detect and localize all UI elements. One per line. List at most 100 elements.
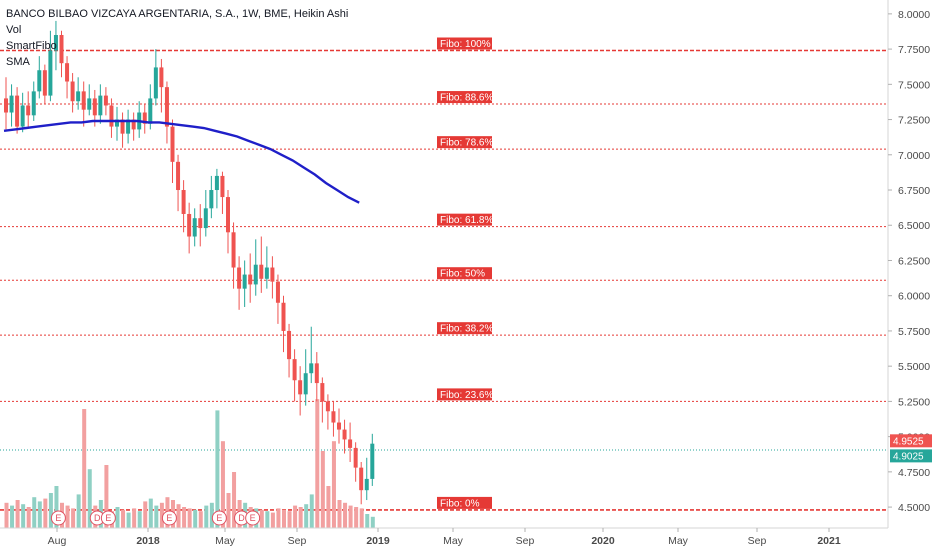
volume-bar	[10, 505, 15, 528]
y-tick-label: 7.7500	[898, 44, 930, 56]
x-tick-label: 2018	[136, 535, 160, 547]
fibo-label: Fibo: 61.8%	[440, 215, 493, 226]
volume-bar	[71, 508, 76, 528]
candle-body	[231, 232, 236, 268]
volume-bar	[132, 508, 137, 528]
candle-body	[220, 175, 225, 198]
fibo-labels-layer: Fibo: 100% Fibo: 88.6% Fibo: 78.6% Fibo: 61…	[437, 37, 493, 509]
volume-bar	[226, 493, 231, 528]
y-tick-label: 8.0000	[898, 9, 930, 21]
candle-body	[148, 98, 153, 124]
legend-vol[interactable]: Vol	[6, 24, 22, 36]
candle-body	[287, 330, 292, 360]
volume-bar	[65, 505, 70, 528]
candle-body	[181, 190, 186, 214]
event-label: D	[238, 513, 245, 523]
candle-body	[126, 119, 131, 134]
event-marker	[161, 510, 177, 526]
candle-layer	[4, 20, 375, 505]
y-tick-label: 7.5000	[898, 79, 930, 91]
volume-bar	[87, 469, 92, 528]
volume-bar	[215, 410, 220, 528]
legend-title: BANCO BILBAO VIZCAYA ARGENTARIA, S.A., 1…	[6, 8, 349, 20]
volume-bar	[304, 504, 309, 528]
candle-body	[115, 119, 119, 127]
y-tick-label: 5.5000	[898, 361, 930, 373]
fibo-label: Fibo: 100%	[440, 39, 491, 50]
volume-bar	[187, 508, 192, 528]
volume-bar	[232, 472, 237, 528]
candle-body	[314, 363, 319, 384]
price-tag-label: 4.9025	[893, 451, 924, 462]
candle-body	[214, 175, 219, 191]
candle-body	[359, 467, 364, 491]
candle-body	[303, 373, 308, 395]
volume-bar	[204, 505, 209, 528]
volume-bar	[121, 509, 126, 528]
sma-layer	[3, 119, 360, 204]
candle-body	[253, 264, 258, 285]
volume-bar	[331, 441, 336, 528]
volume-bar	[154, 505, 159, 528]
event-marker	[50, 510, 66, 526]
volume-bar	[148, 498, 153, 528]
fibo-label: Fibo: 88.6%	[440, 93, 493, 104]
fibo-lines-layer	[0, 49, 888, 511]
fibo-label: Fibo: 78.6%	[440, 138, 493, 149]
candle-body	[170, 126, 175, 162]
volume-bar	[293, 505, 298, 528]
x-tick-label: May	[668, 535, 689, 547]
candle-body	[337, 422, 341, 430]
candle-body	[70, 81, 75, 102]
x-tick-label: Sep	[748, 535, 767, 547]
candle-body	[153, 67, 158, 99]
candle-body	[9, 95, 14, 113]
candle-body	[92, 98, 97, 116]
candle-body	[20, 105, 25, 127]
candle-body	[270, 267, 275, 282]
candle-body	[59, 35, 64, 64]
event-label: E	[55, 513, 61, 523]
candle-body	[65, 63, 70, 82]
candle-body	[248, 274, 253, 285]
candle-body	[15, 95, 20, 127]
legend-sma[interactable]: SMA	[6, 56, 30, 68]
x-tick-label: 2021	[817, 535, 841, 547]
sma-line	[3, 119, 360, 204]
fibo-label-box	[437, 322, 492, 335]
candle-body	[192, 218, 197, 237]
volume-bar	[159, 502, 164, 528]
volume-bar	[43, 498, 48, 528]
volume-bar	[26, 507, 31, 528]
candle-body	[98, 95, 103, 116]
volume-layer	[4, 399, 375, 528]
volume-bar	[343, 502, 348, 528]
volume-bar	[198, 511, 203, 528]
volume-bar	[115, 507, 120, 528]
candle-body	[281, 302, 286, 331]
volume-bar	[32, 497, 37, 528]
y-tick-label: 6.7500	[898, 185, 930, 197]
candle-body	[209, 190, 214, 209]
volume-bar	[282, 509, 286, 528]
volume-bar	[15, 500, 20, 528]
candle-body	[76, 91, 81, 102]
volume-bar	[365, 514, 370, 528]
y-tick-label: 4.5000	[898, 502, 930, 514]
candle-body	[187, 213, 192, 237]
candle-body	[203, 208, 208, 229]
candle-body	[370, 443, 375, 479]
legend-smartfibo[interactable]: SmartFibo	[6, 40, 57, 52]
volume-bar	[126, 512, 131, 528]
event-label: E	[166, 513, 172, 523]
candle-body	[353, 447, 358, 468]
fibo-label-box	[437, 496, 492, 509]
y-tick-label: 4.7500	[898, 467, 930, 479]
candle-body	[159, 67, 164, 88]
fibo-label-box	[437, 267, 492, 280]
fibo-label: Fibo: 23.6%	[440, 390, 493, 401]
volume-bar	[259, 509, 264, 528]
volume-bar	[54, 486, 59, 528]
